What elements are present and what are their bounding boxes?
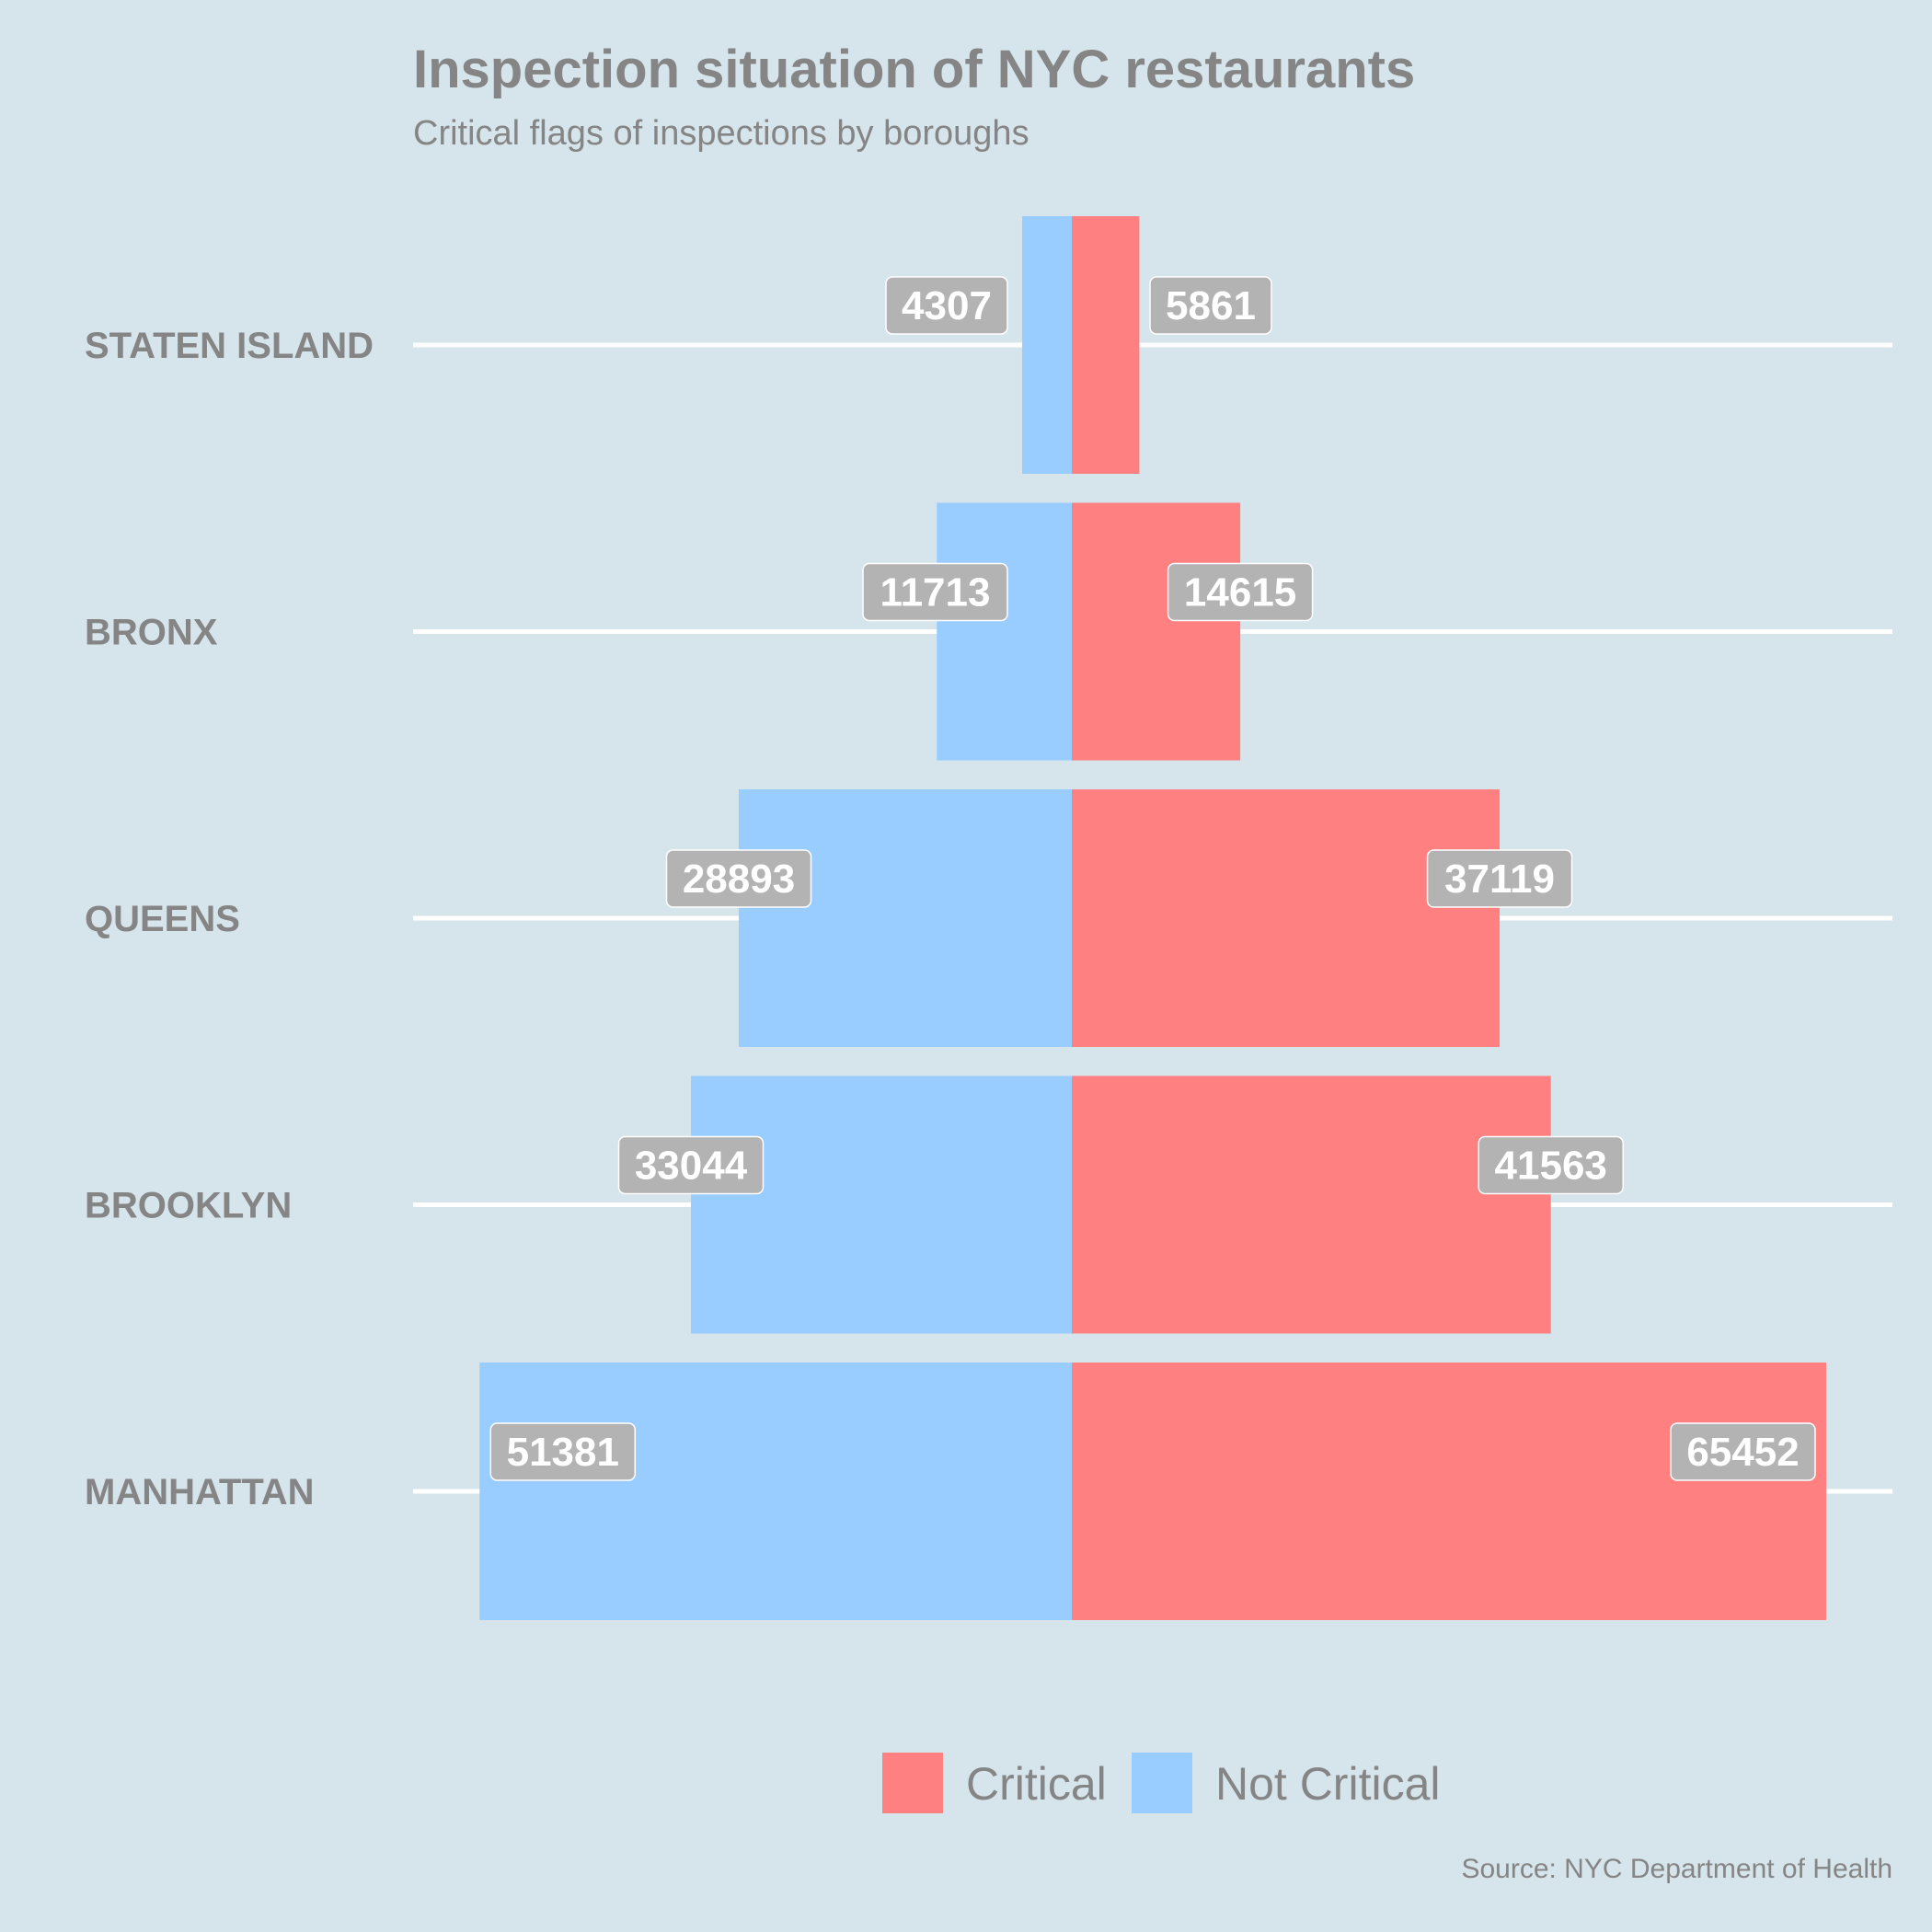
value-label-text: 41563: [1495, 1144, 1607, 1189]
category-label-bronx: BRONX: [85, 613, 218, 653]
value-label-text: 37119: [1444, 857, 1555, 902]
category-label-brooklyn: BROOKLYN: [85, 1186, 292, 1226]
value-label-text: 28893: [683, 857, 795, 902]
value-label-text: 11713: [880, 570, 991, 615]
value-label-not-critical-staten-island: 4307: [885, 276, 1008, 335]
legend-swatch-not-critical: [1132, 1753, 1192, 1813]
bar-critical-manhattan: [1072, 1363, 1826, 1620]
value-label-not-critical-queens: 28893: [665, 849, 812, 908]
value-label-box: [665, 849, 812, 908]
legend-label-not-critical: Not Critical: [1215, 1758, 1440, 1810]
value-label-box: [1149, 276, 1272, 335]
chart-caption: Source: NYC Department of Health: [1461, 1854, 1892, 1884]
legend-label-critical: Critical: [966, 1758, 1107, 1810]
value-label-text: 65452: [1686, 1430, 1799, 1475]
category-labels: STATEN ISLAND BRONX QUEENS BROOKLYN MANHATTA…: [85, 326, 374, 1512]
value-label-critical-manhattan: 65452: [1670, 1422, 1816, 1481]
value-label-not-critical-manhattan: 51381: [489, 1422, 637, 1481]
chart-subtitle: Critical flags of inspections by borough…: [413, 114, 1029, 153]
value-label-critical-bronx: 14615: [1167, 562, 1314, 622]
value-label-box: [1478, 1135, 1624, 1195]
value-label-text: 33044: [635, 1144, 748, 1189]
value-label-text: 4307: [902, 283, 992, 328]
value-label-critical-queens: 37119: [1426, 849, 1573, 908]
category-label-queens: QUEENS: [85, 899, 240, 939]
chart-title: Inspection situation of NYC restaurants: [413, 40, 1415, 99]
bar-critical-queens: [1072, 789, 1501, 1047]
value-label-not-critical-brooklyn: 33044: [617, 1135, 765, 1195]
bar-not-critical-manhattan: [479, 1363, 1072, 1620]
value-label-text: 14615: [1184, 570, 1296, 615]
value-label-not-critical-bronx: 11713: [862, 562, 1008, 622]
bar-not-critical-brooklyn: [691, 1075, 1072, 1334]
bar-not-critical-queens: [739, 789, 1072, 1047]
value-label-box: [617, 1135, 765, 1195]
bar-critical-staten-island: [1072, 216, 1140, 474]
value-label-box: [862, 562, 1008, 622]
value-label-box: [885, 276, 1008, 335]
value-label-critical-staten-island: 5861: [1149, 276, 1272, 335]
value-label-box: [1167, 562, 1314, 622]
category-label-staten-island: STATEN ISLAND: [85, 326, 374, 366]
legend-swatch-critical: [882, 1753, 943, 1813]
value-label-box: [1426, 849, 1573, 908]
value-labels: 4307 5861 11713 14615 28893 37119 33044 41563 51…: [489, 276, 1816, 1481]
bar-not-critical-bronx: [937, 502, 1072, 761]
value-label-box: [489, 1422, 637, 1481]
bar-critical-brooklyn: [1072, 1075, 1551, 1334]
bar-critical-bronx: [1072, 502, 1241, 761]
category-label-manhattan: MANHATTAN: [85, 1472, 315, 1512]
bars: [479, 216, 1826, 1620]
value-label-critical-brooklyn: 41563: [1478, 1135, 1624, 1195]
legend: Critical Not Critical: [882, 1753, 1440, 1813]
value-label-text: 5861: [1166, 283, 1256, 328]
bar-not-critical-staten-island: [1022, 216, 1072, 474]
value-label-text: 51381: [507, 1430, 619, 1475]
value-label-box: [1670, 1422, 1816, 1481]
